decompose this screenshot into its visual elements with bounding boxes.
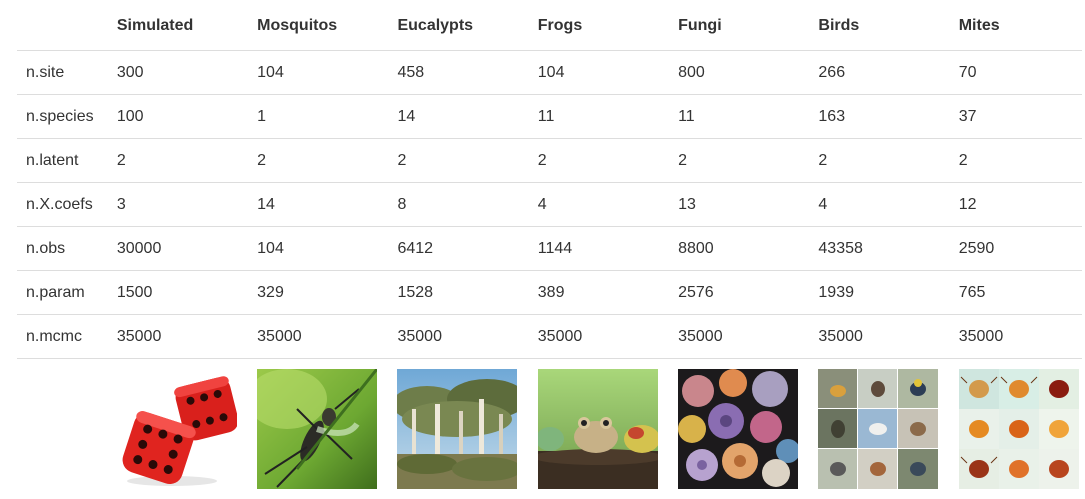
fungi-image bbox=[678, 369, 798, 489]
table-cell: 70 bbox=[950, 51, 1082, 95]
table-cell: 14 bbox=[388, 95, 528, 139]
empty-cell bbox=[17, 359, 108, 499]
table-cell: 6412 bbox=[388, 227, 528, 271]
mosquito-image bbox=[257, 369, 377, 489]
table-row: n.species 100 1 14 11 11 163 37 bbox=[17, 95, 1082, 139]
image-cell bbox=[529, 359, 669, 499]
table-cell: 458 bbox=[388, 51, 528, 95]
table-cell: 12 bbox=[950, 183, 1082, 227]
table-cell: 1528 bbox=[388, 271, 528, 315]
header-row: Simulated Mosquitos Eucalypts Frogs Fung… bbox=[17, 0, 1082, 51]
table-cell: 4 bbox=[809, 183, 949, 227]
eucalypt-forest-image bbox=[397, 369, 517, 489]
table-cell: 765 bbox=[950, 271, 1082, 315]
column-header-mosquitos: Mosquitos bbox=[248, 0, 388, 51]
birds-grid-image bbox=[818, 369, 938, 489]
table-cell: 2590 bbox=[950, 227, 1082, 271]
table-cell: 35000 bbox=[809, 315, 949, 359]
table-cell: 2 bbox=[809, 139, 949, 183]
table-cell: 14 bbox=[248, 183, 388, 227]
row-label: n.species bbox=[17, 95, 108, 139]
table-cell: 35000 bbox=[248, 315, 388, 359]
table-cell: 4 bbox=[529, 183, 669, 227]
table-cell: 1939 bbox=[809, 271, 949, 315]
table-cell: 35000 bbox=[669, 315, 809, 359]
table-cell: 266 bbox=[809, 51, 949, 95]
image-cell bbox=[669, 359, 809, 499]
table-cell: 104 bbox=[248, 227, 388, 271]
image-cell bbox=[108, 359, 248, 499]
table-cell: 11 bbox=[669, 95, 809, 139]
table-cell: 35000 bbox=[529, 315, 669, 359]
column-header-mites: Mites bbox=[950, 0, 1082, 51]
table-cell: 2 bbox=[669, 139, 809, 183]
row-label: n.mcmc bbox=[17, 315, 108, 359]
table-cell: 800 bbox=[669, 51, 809, 95]
image-cell bbox=[950, 359, 1082, 499]
table-cell: 35000 bbox=[108, 315, 248, 359]
table-row: n.param 1500 329 1528 389 2576 1939 765 bbox=[17, 271, 1082, 315]
table-cell: 104 bbox=[529, 51, 669, 95]
mites-grid-image bbox=[959, 369, 1079, 489]
table-cell: 8800 bbox=[669, 227, 809, 271]
table-row: n.latent 2 2 2 2 2 2 2 bbox=[17, 139, 1082, 183]
frogs-image bbox=[538, 369, 658, 489]
table-cell: 300 bbox=[108, 51, 248, 95]
table-cell: 43358 bbox=[809, 227, 949, 271]
table-cell: 100 bbox=[108, 95, 248, 139]
table-cell: 2576 bbox=[669, 271, 809, 315]
table-cell: 329 bbox=[248, 271, 388, 315]
row-label: n.X.coefs bbox=[17, 183, 108, 227]
table-cell: 8 bbox=[388, 183, 528, 227]
table-row: n.mcmc 35000 35000 35000 35000 35000 350… bbox=[17, 315, 1082, 359]
table-cell: 1144 bbox=[529, 227, 669, 271]
table-cell: 389 bbox=[529, 271, 669, 315]
dice-image bbox=[117, 369, 237, 489]
image-row bbox=[17, 359, 1082, 499]
column-header-birds: Birds bbox=[809, 0, 949, 51]
column-header-fungi: Fungi bbox=[669, 0, 809, 51]
table-cell: 2 bbox=[108, 139, 248, 183]
table-cell: 30000 bbox=[108, 227, 248, 271]
row-label: n.param bbox=[17, 271, 108, 315]
table-row: n.obs 30000 104 6412 1144 8800 43358 259… bbox=[17, 227, 1082, 271]
table-cell: 13 bbox=[669, 183, 809, 227]
table-cell: 2 bbox=[950, 139, 1082, 183]
image-cell bbox=[388, 359, 528, 499]
corner-cell bbox=[17, 0, 108, 51]
row-label: n.latent bbox=[17, 139, 108, 183]
dataset-comparison-table: Simulated Mosquitos Eucalypts Frogs Fung… bbox=[17, 0, 1082, 499]
table-cell: 37 bbox=[950, 95, 1082, 139]
row-label: n.obs bbox=[17, 227, 108, 271]
table-cell: 2 bbox=[388, 139, 528, 183]
image-cell bbox=[809, 359, 949, 499]
column-header-eucalypts: Eucalypts bbox=[388, 0, 528, 51]
table-row: n.site 300 104 458 104 800 266 70 bbox=[17, 51, 1082, 95]
table-row: n.X.coefs 3 14 8 4 13 4 12 bbox=[17, 183, 1082, 227]
column-header-simulated: Simulated bbox=[108, 0, 248, 51]
table-cell: 35000 bbox=[950, 315, 1082, 359]
table-cell: 2 bbox=[529, 139, 669, 183]
image-cell bbox=[248, 359, 388, 499]
table-cell: 163 bbox=[809, 95, 949, 139]
table-cell: 2 bbox=[248, 139, 388, 183]
column-header-frogs: Frogs bbox=[529, 0, 669, 51]
table-cell: 3 bbox=[108, 183, 248, 227]
table-cell: 1 bbox=[248, 95, 388, 139]
table-cell: 11 bbox=[529, 95, 669, 139]
table-cell: 35000 bbox=[388, 315, 528, 359]
table-cell: 1500 bbox=[108, 271, 248, 315]
table-cell: 104 bbox=[248, 51, 388, 95]
row-label: n.site bbox=[17, 51, 108, 95]
